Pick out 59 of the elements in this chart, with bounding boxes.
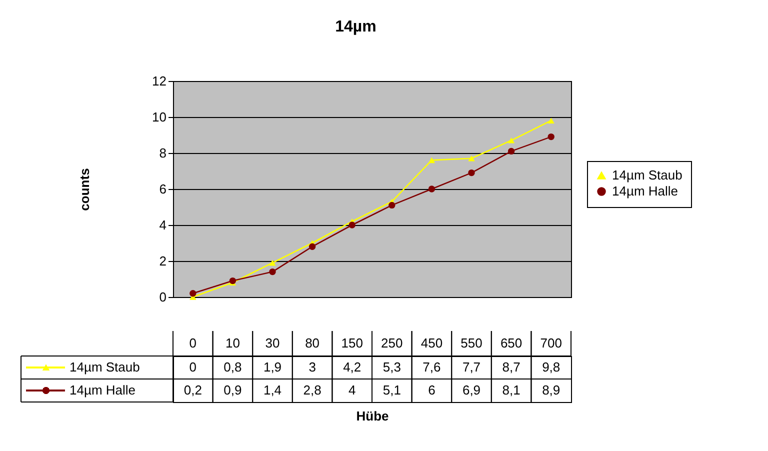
x-tick-label: 450 <box>420 336 443 350</box>
data-label: 5,3 <box>382 360 401 374</box>
x-tick-label: 80 <box>305 336 320 350</box>
point <box>348 222 356 228</box>
data-label: 6 <box>428 382 436 398</box>
data-label: 6,9 <box>462 382 481 398</box>
y-axis-title: counts <box>77 168 92 211</box>
x-tick-label: 250 <box>381 336 403 350</box>
point <box>428 157 436 164</box>
y-tick-label: 2 <box>159 254 166 268</box>
legend-label: 14µm Halle <box>612 184 678 198</box>
x-tick-label: 700 <box>540 336 562 350</box>
data-label: 8,9 <box>542 382 560 398</box>
point <box>388 202 396 209</box>
data-label: 0 <box>189 360 197 374</box>
x-tick-label: 10 <box>225 336 240 350</box>
y-tick-label: 8 <box>159 146 166 160</box>
data-label: 7,7 <box>462 360 481 374</box>
data-label: 4 <box>348 382 356 398</box>
text: 14µm Halle <box>70 382 136 398</box>
point <box>468 155 475 162</box>
text: 14µm Staub <box>70 360 140 374</box>
y-tick-label: 12 <box>152 74 166 88</box>
data-label: 9,8 <box>542 360 560 374</box>
y-tick-label: 10 <box>152 110 166 124</box>
point <box>548 133 554 140</box>
point <box>269 260 276 266</box>
data-label: 8,1 <box>502 382 520 398</box>
chart-title: 14µm <box>335 18 376 36</box>
data-label: 1,4 <box>263 382 282 398</box>
data-label: 7,6 <box>422 360 441 374</box>
x-tick-label: 650 <box>500 336 522 350</box>
point <box>508 137 515 144</box>
data-label: 0,8 <box>224 360 242 374</box>
point <box>468 169 475 176</box>
data-label: 0,9 <box>224 382 242 398</box>
data-label: 3 <box>308 360 316 374</box>
point <box>308 243 316 250</box>
x-tick-label: 0 <box>189 336 197 350</box>
legend-label: 14µm Staub <box>612 168 682 182</box>
y-tick-label: 6 <box>159 182 166 196</box>
y-tick-label: 4 <box>159 218 166 232</box>
point <box>229 277 236 284</box>
point <box>508 148 515 155</box>
point <box>428 186 436 192</box>
x-tick-label: 30 <box>265 336 280 350</box>
y-tick-label: 0 <box>159 290 166 304</box>
point <box>548 118 554 124</box>
data-label: 1,9 <box>263 360 282 374</box>
x-tick-label: 550 <box>460 336 482 350</box>
x-tick-label: 150 <box>341 336 363 350</box>
data-label: 5,1 <box>382 382 401 398</box>
data-label: 4,2 <box>343 360 362 374</box>
data-label: 8,7 <box>502 360 520 374</box>
data-label: 2,8 <box>303 382 322 398</box>
x-axis-title: Hübe <box>356 408 389 424</box>
data-label: 0,2 <box>184 382 202 398</box>
point <box>190 290 196 297</box>
point <box>269 268 276 276</box>
